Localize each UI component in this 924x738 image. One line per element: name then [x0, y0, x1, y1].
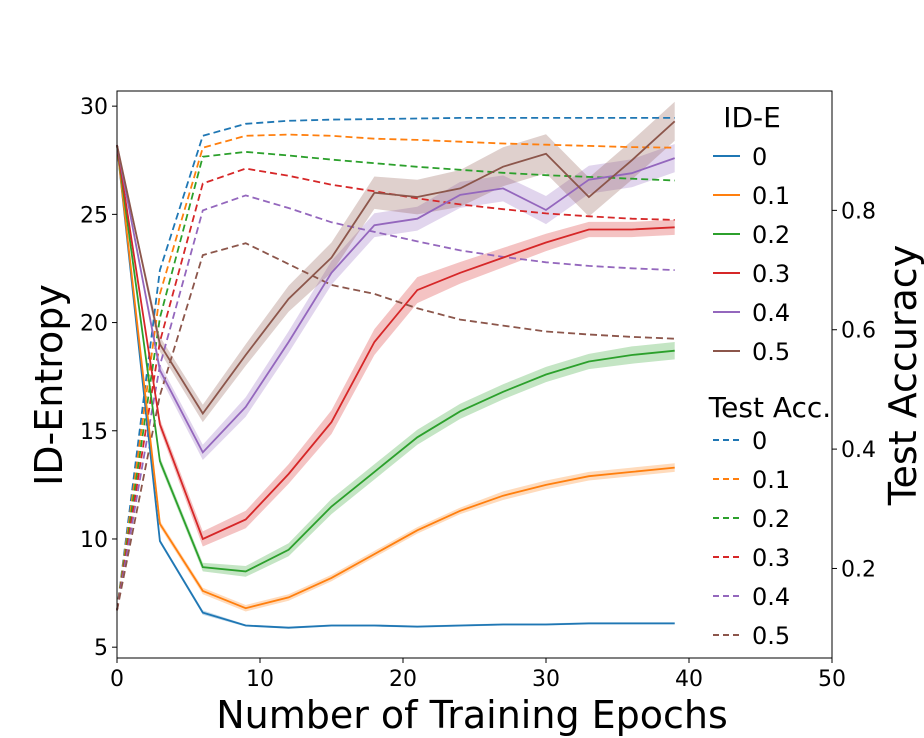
left-y-tick-label: 20 [80, 312, 108, 337]
uncertainty-bands [117, 101, 675, 629]
x-tick-label: 10 [246, 667, 274, 692]
legend-label: 0.1 [752, 182, 790, 210]
id-entropy-line-0.3 [116, 144, 675, 541]
right-y-tick-label: 0.6 [841, 319, 876, 344]
legend-label: 0.5 [752, 338, 790, 366]
test-accuracy-line-0.2 [116, 150, 675, 611]
axis-ticks: 0 10 20 30 40 50 5 10 15 20 25 30 0.2 0.4 0.6 0.8 [80, 95, 876, 692]
plot-frame [116, 90, 833, 659]
test-accuracy-line-0.4 [116, 194, 675, 611]
left-y-tick-label: 15 [80, 420, 108, 445]
legend-label: 0.3 [752, 260, 790, 288]
id-entropy-line-0.1 [116, 144, 675, 610]
right-y-tick-label: 0.2 [841, 557, 876, 582]
x-tick-label: 40 [675, 667, 703, 692]
legend-label: 0.4 [752, 299, 790, 327]
right-y-tick-label: 0.8 [841, 199, 876, 224]
legend-label: 0.5 [752, 622, 790, 650]
left-y-axis-title: ID-Entropy [27, 284, 71, 486]
id-entropy-line-0 [116, 145, 675, 629]
legend-title-id-e: ID-E [723, 101, 781, 134]
legend-title-test-acc: Test Acc. [708, 391, 831, 424]
test-accuracy-line-0.1 [116, 133, 675, 611]
left-y-tick-label: 25 [80, 203, 108, 228]
test-accuracy-line-0 [116, 117, 675, 611]
id-entropy-band-0.3 [117, 144, 675, 547]
legend-label: 0.1 [752, 466, 790, 494]
legend-label: 0.2 [752, 221, 790, 249]
x-tick-label: 30 [532, 667, 560, 692]
legend-label: 0.2 [752, 505, 790, 533]
x-tick-label: 50 [818, 667, 846, 692]
legend: ID-E 0 0.1 0.2 0.3 0.4 0.5 Test Acc. 0 0.1 0.2 0.3 0… [708, 101, 831, 650]
id-entropy-line-0.4 [116, 144, 675, 454]
id-entropy-line-0.5 [116, 120, 676, 416]
legend-label: 0.4 [752, 583, 790, 611]
legend-label: 0.3 [752, 544, 790, 572]
right-y-tick-label: 0.4 [841, 438, 876, 463]
left-y-tick-label: 10 [80, 528, 108, 553]
legend-label: 0 [752, 427, 767, 455]
x-tick-label: 20 [389, 667, 417, 692]
test-accuracy-line-0.5 [116, 242, 675, 611]
left-y-tick-label: 30 [80, 95, 108, 120]
left-y-tick-label: 5 [94, 636, 108, 661]
right-y-axis-title: Test Accuracy [881, 245, 924, 506]
id-entropy-lines [116, 120, 676, 629]
id-entropy-line-0.2 [116, 144, 675, 573]
id-entropy-band-0.4 [117, 144, 675, 460]
x-tick-label: 0 [110, 667, 124, 692]
legend-label: 0 [752, 143, 767, 171]
x-axis-title: Number of Training Epochs [216, 693, 728, 737]
